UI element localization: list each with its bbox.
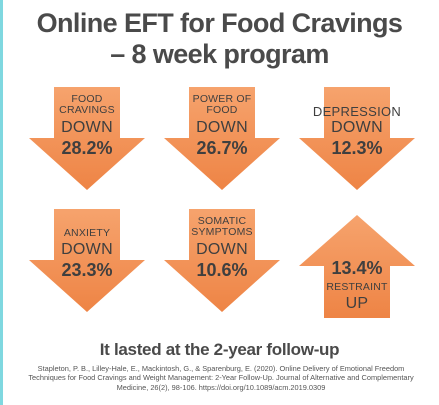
down-arrow-icon <box>164 87 280 190</box>
arrow-percent: 28.2% <box>61 138 113 158</box>
arrow-percent: 26.7% <box>196 138 248 158</box>
accent-bar <box>0 0 3 405</box>
arrow-restraint: 13.4% RESTRAINT UP <box>298 214 416 319</box>
down-arrow-icon <box>164 209 280 312</box>
arrow-percent: 10.6% <box>196 260 248 280</box>
arrow-anxiety: ANXIETY DOWN 23.3% <box>28 208 146 313</box>
arrow-percent: 23.3% <box>61 260 113 280</box>
up-arrow-icon <box>299 215 415 318</box>
arrow-direction: DOWN <box>61 241 113 258</box>
arrow-label-line: DEPRESSION <box>312 104 402 119</box>
arrow-label-line: FOOD <box>71 93 103 105</box>
title-line-2: – 8 week program <box>110 39 329 69</box>
arrow-depression: DEPRESSION DOWN 12.3% <box>298 86 416 191</box>
page-title: Online EFT for Food Cravings – 8 week pr… <box>0 8 439 70</box>
citation-text: Stapleton, P. B., Lilley-Hale, E., Macki… <box>28 364 414 392</box>
down-arrow-icon <box>29 209 145 312</box>
arrow-somatic-symptoms: SOMATIC SYMPTOMS DOWN 10.6% <box>163 208 281 313</box>
down-arrow-icon <box>299 87 415 190</box>
arrow-label-line: POWER OF <box>192 93 252 105</box>
down-arrow-icon <box>29 87 145 190</box>
arrow-direction: DOWN <box>331 119 383 136</box>
follow-up-caption: It lasted at the 2-year follow-up <box>99 340 340 359</box>
arrow-percent: 13.4% <box>331 258 383 278</box>
arrow-direction: UP <box>345 295 369 312</box>
arrow-label-line: RESTRAINT <box>326 281 388 293</box>
arrow-label-line: CRAVINGS <box>59 104 115 116</box>
arrow-direction: DOWN <box>196 119 248 136</box>
arrow-label-line: SOMATIC <box>197 215 247 227</box>
arrow-percent: 12.3% <box>331 138 383 158</box>
arrow-power-of-food: POWER OF FOOD DOWN 26.7% <box>163 86 281 191</box>
arrow-food-cravings: FOOD CRAVINGS DOWN 28.2% <box>28 86 146 191</box>
title-line-1: Online EFT for Food Cravings <box>36 8 403 38</box>
arrow-direction: DOWN <box>196 241 248 258</box>
arrow-label-line: ANXIETY <box>63 227 111 239</box>
arrow-label-line: SYMPTOMS <box>191 226 253 238</box>
arrow-label-line: FOOD <box>206 104 238 116</box>
arrow-direction: DOWN <box>61 119 113 136</box>
